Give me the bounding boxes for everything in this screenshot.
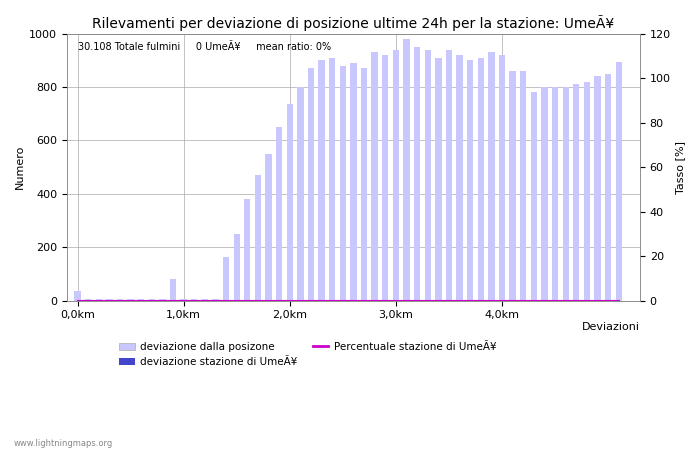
Y-axis label: Tasso [%]: Tasso [%]: [675, 140, 685, 194]
Bar: [95, 299, 102, 301]
Bar: [584, 81, 590, 301]
Y-axis label: Numero: Numero: [15, 145, 25, 189]
Bar: [159, 299, 166, 301]
Bar: [563, 87, 569, 301]
Bar: [244, 199, 251, 301]
Legend: deviazione dalla posizone, deviazione stazione di UmeÃ¥, Percentuale stazione di: deviazione dalla posizone, deviazione st…: [115, 338, 500, 372]
Bar: [372, 52, 378, 301]
Bar: [117, 299, 123, 301]
Bar: [382, 55, 389, 301]
Bar: [265, 154, 272, 301]
Bar: [414, 47, 420, 301]
Bar: [456, 55, 463, 301]
Bar: [234, 234, 240, 301]
Bar: [573, 84, 580, 301]
Bar: [615, 62, 622, 301]
Bar: [435, 58, 442, 301]
Bar: [350, 63, 356, 301]
Bar: [531, 92, 537, 301]
Bar: [510, 71, 516, 301]
Bar: [467, 60, 473, 301]
Bar: [499, 55, 505, 301]
Bar: [403, 39, 410, 301]
Bar: [212, 299, 218, 301]
Bar: [318, 60, 325, 301]
Bar: [308, 68, 314, 301]
Bar: [361, 68, 368, 301]
Bar: [552, 87, 559, 301]
Bar: [74, 291, 81, 301]
Text: 30.108 Totale fulmini     0 UmeÃ¥     mean ratio: 0%: 30.108 Totale fulmini 0 UmeÃ¥ mean ratio…: [78, 41, 332, 51]
Bar: [181, 299, 187, 301]
Bar: [393, 50, 399, 301]
Title: Rilevamenti per deviazione di posizione ultime 24h per la stazione: UmeÃ¥: Rilevamenti per deviazione di posizione …: [92, 15, 615, 31]
Text: www.lightningmaps.org: www.lightningmaps.org: [14, 439, 113, 448]
Bar: [298, 87, 304, 301]
Bar: [191, 299, 197, 301]
Bar: [255, 175, 261, 301]
Bar: [605, 74, 611, 301]
Bar: [541, 87, 547, 301]
Bar: [477, 58, 484, 301]
Bar: [329, 58, 335, 301]
Bar: [170, 279, 176, 301]
Bar: [446, 50, 452, 301]
Bar: [340, 66, 346, 301]
Bar: [127, 299, 134, 301]
Bar: [138, 299, 144, 301]
Bar: [148, 299, 155, 301]
Bar: [85, 299, 91, 301]
Bar: [202, 299, 208, 301]
Bar: [276, 127, 282, 301]
Bar: [424, 50, 431, 301]
Bar: [286, 104, 293, 301]
Bar: [520, 71, 526, 301]
Bar: [223, 256, 230, 301]
Bar: [594, 76, 601, 301]
Bar: [488, 52, 495, 301]
Bar: [106, 299, 113, 301]
Text: Deviazioni: Deviazioni: [582, 322, 640, 332]
